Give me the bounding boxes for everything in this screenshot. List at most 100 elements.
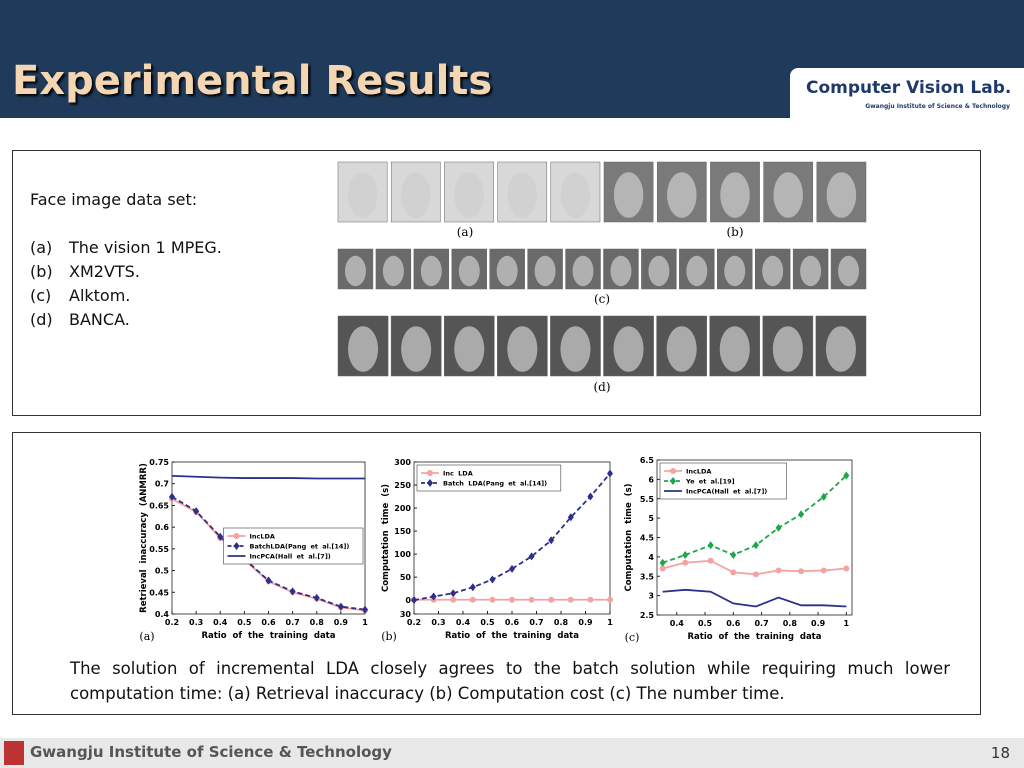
face-shape <box>507 326 538 372</box>
face-shape <box>401 172 431 218</box>
face-shape <box>560 172 591 218</box>
legend-label: Ye et al.[19] <box>685 478 735 486</box>
face-shape <box>724 255 746 287</box>
dataset-box <box>12 150 981 416</box>
x-tick-label: 0.6 <box>505 618 520 627</box>
point <box>752 571 759 578</box>
point <box>411 596 417 605</box>
point <box>567 596 574 603</box>
face-shape <box>572 255 594 287</box>
y-tick-label: 5 <box>648 514 654 523</box>
dataset-heading: Face image data set: <box>30 190 198 209</box>
point <box>775 523 782 532</box>
point <box>682 550 689 559</box>
x-tick-label: 0.6 <box>726 619 741 628</box>
point <box>682 559 689 566</box>
face-shape <box>648 255 670 287</box>
footer-institute: Gwangju Institute of Science & Technolog… <box>30 743 392 761</box>
legend-marker <box>427 479 433 487</box>
item-text: BANCA. <box>69 310 130 329</box>
list-item: (d) BANCA. <box>30 308 222 332</box>
y-tick-label: 4.5 <box>640 534 655 543</box>
face-caption: (a) <box>457 225 474 239</box>
point <box>820 567 827 574</box>
face-shape <box>458 255 480 287</box>
face-shape <box>686 255 708 287</box>
face-shape <box>773 172 803 218</box>
results-box <box>12 432 981 715</box>
face-caption: (c) <box>594 292 610 306</box>
y-tick-label: 30 <box>400 610 412 619</box>
x-tick-label: 0.6 <box>261 618 276 627</box>
point <box>489 575 496 584</box>
face-shape <box>666 326 697 372</box>
item-marker: (c) <box>30 286 52 305</box>
item-marker: (b) <box>30 262 53 281</box>
x-tick-label: 1 <box>844 619 850 628</box>
panel-label: (b) <box>381 630 397 643</box>
point <box>548 596 555 603</box>
x-axis-label: Ratio of the training data <box>688 632 822 642</box>
face-shape <box>344 255 366 287</box>
legend-label: Inc LDA <box>443 470 473 478</box>
face-shape <box>348 326 379 372</box>
x-tick-label: 0.4 <box>213 618 228 627</box>
y-tick-label: 100 <box>394 550 411 559</box>
face-shape <box>382 255 404 287</box>
item-text: The vision 1 MPEG. <box>69 238 222 257</box>
point <box>798 510 805 519</box>
legend-box <box>416 464 562 492</box>
y-tick-label: 0.55 <box>149 545 169 554</box>
x-tick-label: 0.4 <box>456 618 471 627</box>
face-shape <box>613 172 644 218</box>
face-shape <box>772 326 803 372</box>
legend-label: IncLDA <box>686 468 711 476</box>
y-tick-label: 5.5 <box>640 495 655 504</box>
face-shape <box>507 172 537 218</box>
y-tick-label: 150 <box>394 527 411 536</box>
face-shape <box>454 326 485 372</box>
face-shape <box>720 172 750 218</box>
point <box>730 550 737 559</box>
x-tick-label: 0.8 <box>783 619 798 628</box>
logo: Computer Vision Lab. Gwangju Institute o… <box>790 68 1024 118</box>
y-tick-label: 50 <box>400 573 412 582</box>
y-tick-label: 3.5 <box>640 572 655 581</box>
face-shape <box>401 326 432 372</box>
x-axis-label: Ratio of the training data <box>202 631 336 641</box>
face-shape <box>667 172 697 218</box>
figures: (a) (b)(c)(d)0.40.450.50.550.60.650.70.75… <box>139 161 867 644</box>
point <box>659 558 666 567</box>
face-shape <box>347 172 378 218</box>
list-item: (a) The vision 1 MPEG. <box>30 236 222 260</box>
point <box>775 567 782 574</box>
x-tick-label: 0.5 <box>237 618 252 627</box>
point <box>509 564 515 573</box>
x-tick-label: 0.9 <box>578 618 593 627</box>
series-line <box>413 472 611 602</box>
point <box>607 469 613 478</box>
face-caption: (b) <box>726 225 743 239</box>
legend-label: IncLDA <box>250 533 275 541</box>
legend-box <box>223 527 364 565</box>
legend-marker <box>670 477 676 485</box>
point <box>707 557 714 564</box>
x-axis-label: Ratio of the training data <box>445 631 579 641</box>
legend-label: BatchLDA(Pang et al.[14]) <box>250 543 350 551</box>
y-tick-label: 6 <box>648 475 654 484</box>
y-axis-label: Retrieval inaccuracy (ANMRR) <box>139 463 149 613</box>
point <box>193 507 200 516</box>
y-tick-label: 0.4 <box>155 610 170 619</box>
point <box>659 565 666 572</box>
face-shape <box>420 255 442 287</box>
y-tick-label: 0.75 <box>149 458 169 467</box>
legend-marker <box>670 468 676 474</box>
point <box>489 596 496 603</box>
face-shape <box>613 326 644 372</box>
point <box>430 592 437 601</box>
point <box>509 596 515 603</box>
list-item: (c) Alktom. <box>30 284 222 308</box>
face-shape <box>825 326 856 372</box>
legend-label: Batch LDA(Pang et al.[14]) <box>443 480 547 488</box>
